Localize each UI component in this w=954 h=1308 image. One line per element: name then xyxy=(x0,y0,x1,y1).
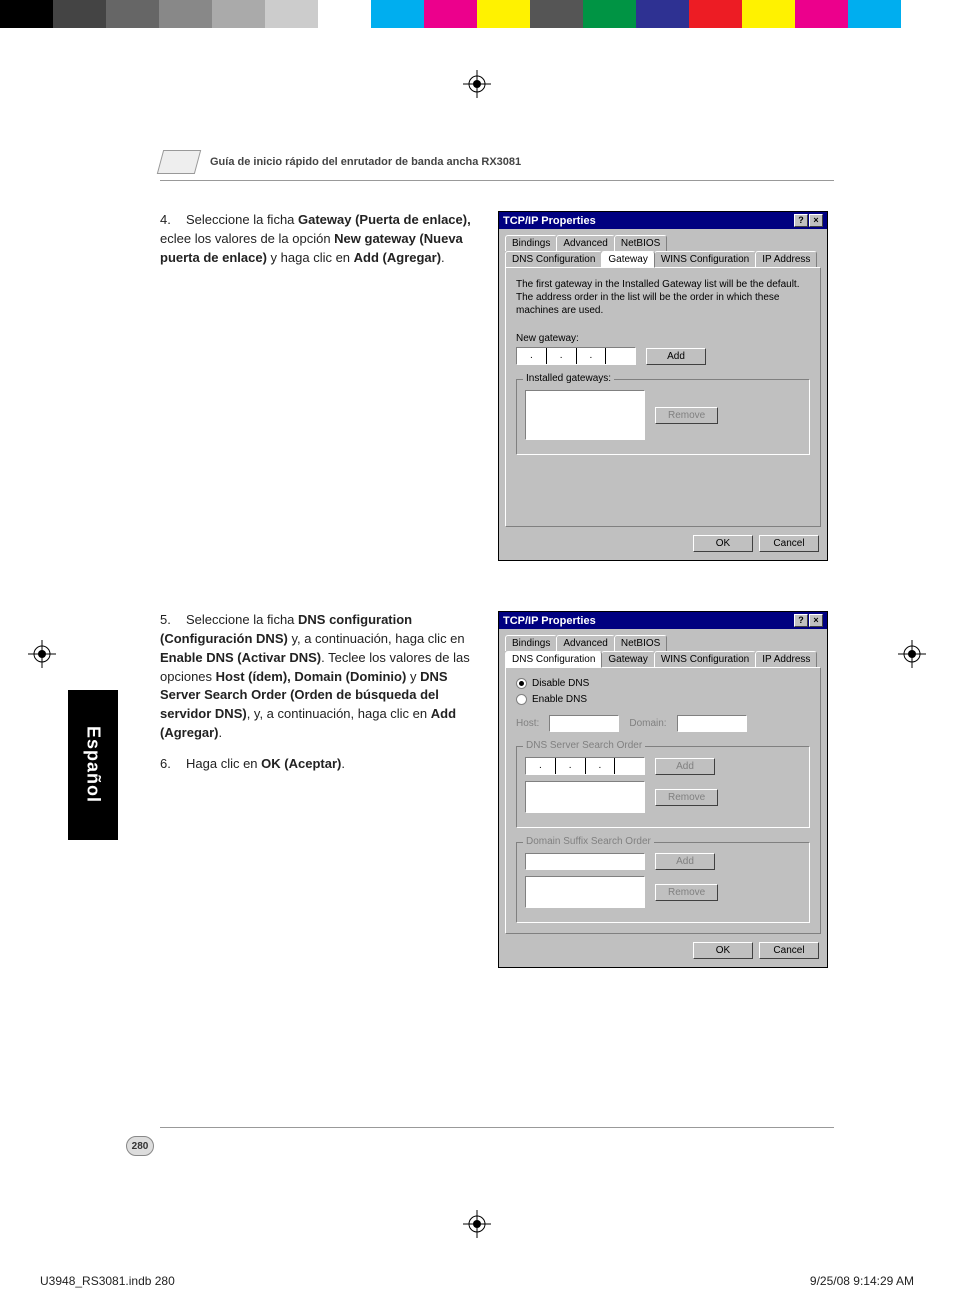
footer-file: U3948_RS3081.indb 280 xyxy=(40,1274,175,1288)
tab-dns-configuration[interactable]: DNS Configuration xyxy=(505,651,602,668)
tab-row-2: DNS ConfigurationGatewayWINS Configurati… xyxy=(505,251,821,267)
registration-mark-icon xyxy=(898,640,926,668)
footer-meta: U3948_RS3081.indb 280 9/25/08 9:14:29 AM xyxy=(40,1274,914,1288)
dialog-titlebar: TCP/IP Properties ? × xyxy=(499,212,827,229)
gateway-description: The first gateway in the Installed Gatew… xyxy=(516,278,810,317)
registration-mark-icon xyxy=(28,640,56,668)
tab-netbios[interactable]: NetBIOS xyxy=(614,235,667,251)
domain-input[interactable] xyxy=(677,715,747,732)
print-color-bar xyxy=(0,0,954,28)
tab-dns-configuration[interactable]: DNS Configuration xyxy=(505,251,602,267)
remove-button[interactable]: Remove xyxy=(655,884,718,901)
tab-wins-configuration[interactable]: WINS Configuration xyxy=(654,251,756,267)
ok-button[interactable]: OK xyxy=(693,942,753,959)
close-icon[interactable]: × xyxy=(809,614,823,627)
step4-text: 4.Seleccione la ficha Gateway (Puerta de… xyxy=(160,211,480,561)
tab-gateway[interactable]: Gateway xyxy=(601,251,654,268)
tab-advanced[interactable]: Advanced xyxy=(556,635,614,651)
dialog-titlebar: TCP/IP Properties ? × xyxy=(499,612,827,629)
new-gateway-input[interactable]: ... xyxy=(516,347,636,365)
tab-row-2: DNS ConfigurationGatewayWINS Configurati… xyxy=(505,651,821,667)
footer-timestamp: 9/25/08 9:14:29 AM xyxy=(810,1274,914,1288)
host-input[interactable] xyxy=(549,715,619,732)
dialog-title: TCP/IP Properties xyxy=(503,215,596,227)
page-number: 280 xyxy=(126,1136,154,1156)
add-button[interactable]: Add xyxy=(655,758,715,775)
new-gateway-label: New gateway: xyxy=(516,333,810,344)
tcpip-dialog-gateway: TCP/IP Properties ? × BindingsAdvancedNe… xyxy=(498,211,828,561)
step5: 5.Seleccione la ficha DNS configuration … xyxy=(160,611,480,743)
help-icon[interactable]: ? xyxy=(794,614,808,627)
close-icon[interactable]: × xyxy=(809,214,823,227)
enable-dns-radio[interactable]: Enable DNS xyxy=(516,694,810,705)
registration-mark-icon xyxy=(463,70,491,98)
tab-row-1: BindingsAdvancedNetBIOS xyxy=(505,635,821,651)
suffix-input[interactable] xyxy=(525,853,645,870)
tab-wins-configuration[interactable]: WINS Configuration xyxy=(654,651,756,667)
installed-gateways-label: Installed gateways: xyxy=(523,373,614,384)
add-button[interactable]: Add xyxy=(655,853,715,870)
host-label: Host: xyxy=(516,718,539,729)
domain-label: Domain: xyxy=(629,718,666,729)
tab-row-1: BindingsAdvancedNetBIOS xyxy=(505,235,821,251)
remove-button[interactable]: Remove xyxy=(655,789,718,806)
cancel-button[interactable]: Cancel xyxy=(759,942,819,959)
tab-advanced[interactable]: Advanced xyxy=(556,235,614,251)
tab-netbios[interactable]: NetBIOS xyxy=(614,635,667,651)
dialog-title: TCP/IP Properties xyxy=(503,615,596,627)
dns-list[interactable] xyxy=(525,781,645,813)
disable-dns-radio[interactable]: Disable DNS xyxy=(516,678,810,689)
step6: 6.Haga clic en OK (Aceptar). xyxy=(160,755,480,774)
dns-ip-input[interactable]: ... xyxy=(525,757,645,775)
router-icon xyxy=(157,150,201,174)
remove-button[interactable]: Remove xyxy=(655,407,718,424)
tab-bindings[interactable]: Bindings xyxy=(505,235,557,251)
tab-ip-address[interactable]: IP Address xyxy=(755,651,817,667)
suffix-order-label: Domain Suffix Search Order xyxy=(523,836,654,847)
help-icon[interactable]: ? xyxy=(794,214,808,227)
tcpip-dialog-dns: TCP/IP Properties ? × BindingsAdvancedNe… xyxy=(498,611,828,968)
dns-order-label: DNS Server Search Order xyxy=(523,740,645,751)
suffix-list[interactable] xyxy=(525,876,645,908)
footer-rule xyxy=(160,1127,834,1128)
tab-bindings[interactable]: Bindings xyxy=(505,635,557,651)
ok-button[interactable]: OK xyxy=(693,535,753,552)
tab-gateway[interactable]: Gateway xyxy=(601,651,654,667)
add-button[interactable]: Add xyxy=(646,348,706,365)
cancel-button[interactable]: Cancel xyxy=(759,535,819,552)
registration-mark-icon xyxy=(463,1210,491,1238)
header-title: Guía de inicio rápido del enrutador de b… xyxy=(210,156,521,168)
tab-ip-address[interactable]: IP Address xyxy=(755,251,817,267)
step4: 4.Seleccione la ficha Gateway (Puerta de… xyxy=(160,211,480,268)
page-header: Guía de inicio rápido del enrutador de b… xyxy=(160,150,834,181)
installed-gateways-list[interactable] xyxy=(525,390,645,440)
language-tab: Español xyxy=(68,690,118,840)
